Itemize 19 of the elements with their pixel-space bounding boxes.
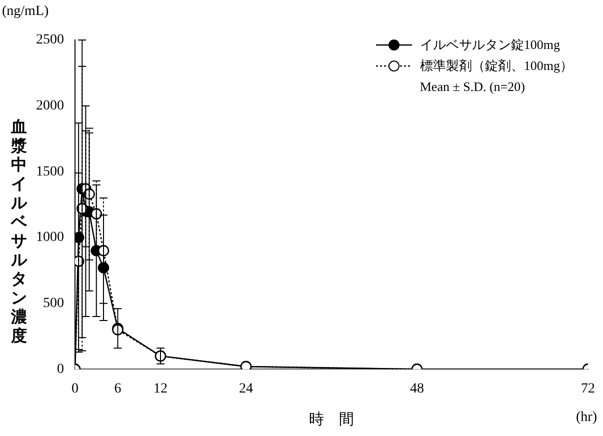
x-tick-label: 6 [114,381,122,396]
text: (ng/mL) [2,4,49,20]
x-tick-label: 24 [239,381,253,396]
x-axis-title: 時 間 [309,412,354,428]
y-tick-label: 2000 [36,98,64,114]
y-tick-label: 0 [57,362,64,377]
y-tick-label: 2500 [36,32,64,48]
y-tick-label: 500 [43,296,64,312]
legend-label: 標準製剤（錠剤、100mg） [420,57,573,75]
text: 血漿中イルベサルタン濃度 [11,119,27,345]
legend-label: イルベサルタン錠100mg [420,36,560,54]
y-tick-label: 1000 [36,230,64,246]
x-tick-label: 12 [154,381,168,396]
text: (hr) [576,410,597,426]
x-tick-label: 0 [72,381,78,396]
y-tick-label: 1500 [36,164,64,180]
x-tick-label: 72 [581,381,595,396]
x-tick-label: 48 [410,381,424,396]
annotation: Mean ± S.D. (n=20) [420,78,526,96]
